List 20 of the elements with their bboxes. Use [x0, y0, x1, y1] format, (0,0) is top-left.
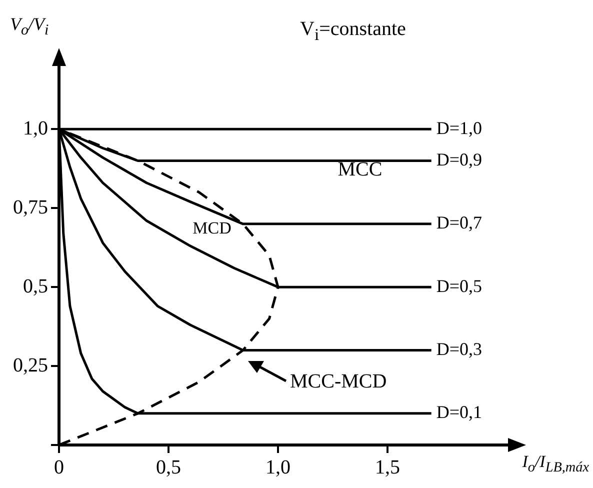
series-label: D=0,5: [436, 276, 482, 296]
y-tick-label: 0,25: [13, 354, 48, 376]
series-label: D=0,9: [436, 149, 482, 170]
x-tick-label: 0: [54, 456, 64, 478]
x-tick-label: 0,5: [156, 456, 182, 478]
x-tick-label: 1,5: [375, 456, 400, 478]
y-tick-label: 0,5: [23, 275, 48, 298]
series-label: D=0,3: [436, 338, 482, 359]
series-label: D=1,0: [436, 118, 482, 138]
y-tick-label: 0,75: [13, 196, 48, 218]
annotation: MCC: [338, 158, 382, 180]
annotation: MCC-MCD: [290, 370, 387, 392]
series-label: D=0,1: [436, 402, 482, 422]
y-axis-title: V$_{o}$/V$_{i}$: [10, 14, 49, 40]
y-tick-label: 1,0: [23, 117, 48, 140]
text: V$_{i}$=constante: [300, 18, 406, 45]
x-tick-label: 1,0: [266, 456, 291, 478]
x-axis-title: I$_{o}$/I$_{LB,máx}$: [522, 452, 589, 476]
annotation: MCD: [192, 218, 232, 238]
series-label: D=0,7: [436, 212, 482, 233]
